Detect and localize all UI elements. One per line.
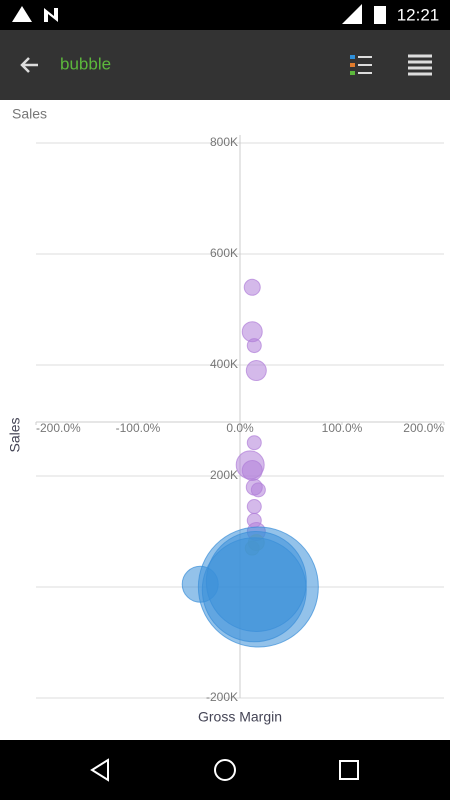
app-title: bubble: [60, 54, 111, 73]
signal-icon: [342, 4, 362, 24]
warning-icon: [12, 6, 32, 22]
x-tick-label: -200.0%: [36, 421, 81, 435]
x-tick-label: 100.0%: [322, 421, 363, 435]
bubble: [246, 338, 262, 354]
bubble: [250, 482, 266, 498]
menu-button[interactable]: [408, 54, 432, 76]
clock: 12:21: [397, 5, 440, 24]
app-bar: [0, 30, 450, 100]
bubble: [243, 278, 261, 296]
battery-icon: [374, 6, 386, 24]
bubble: [245, 360, 267, 382]
corner-label: Sales: [12, 106, 47, 122]
bubble: [246, 499, 262, 515]
y-tick-label: 400K: [210, 357, 238, 371]
back-button[interactable]: [20, 57, 38, 73]
nav-bar: [0, 740, 450, 800]
chart: -200K 200K 400K 600K 800K -200.0% -100.0% 0.0% 1…: [35, 135, 445, 704]
bubble: [241, 459, 263, 481]
legend-button[interactable]: [350, 55, 372, 75]
bubble: [246, 435, 262, 451]
y-tick-label: -200K: [206, 690, 238, 704]
nav-recents[interactable]: [339, 760, 359, 780]
y-tick-label: 200K: [210, 468, 238, 482]
x-tick-label: -100.0%: [116, 421, 161, 435]
x-tick-label: 200.0%: [403, 421, 444, 435]
n-icon: [44, 8, 58, 22]
nav-back[interactable]: [90, 758, 109, 782]
bubble: [205, 530, 307, 632]
y-axis-title: Sales: [7, 417, 23, 452]
y-tick-label: 800K: [210, 135, 238, 149]
x-tick-label: 0.0%: [226, 421, 254, 435]
nav-home[interactable]: [214, 759, 236, 781]
x-axis-title: Gross Margin: [198, 709, 282, 725]
y-tick-label: 600K: [210, 246, 238, 260]
